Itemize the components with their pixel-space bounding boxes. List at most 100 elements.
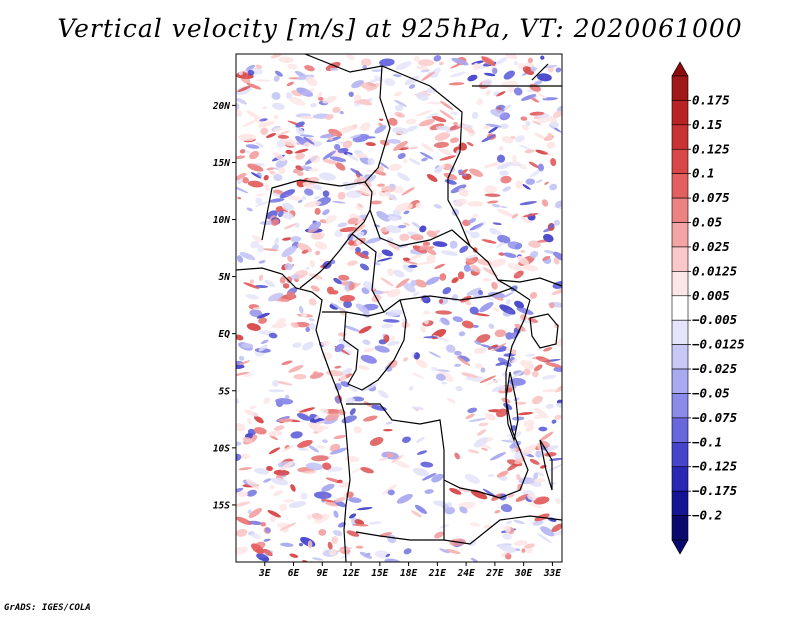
colorbar-label: −0.075: [692, 410, 738, 425]
field-cell: [379, 118, 384, 121]
lon-tick-label: 12E: [342, 568, 359, 579]
field-cell: [476, 98, 484, 106]
field-cell: [485, 413, 496, 421]
field-cell: [385, 225, 401, 234]
field-cell: [363, 415, 378, 422]
field-cell: [281, 245, 297, 258]
field-cell: [533, 407, 549, 419]
field-cell: [272, 192, 281, 198]
field-cell: [340, 381, 350, 387]
field-cell: [497, 154, 505, 163]
field-cell: [287, 255, 293, 263]
field-cell: [542, 97, 558, 101]
field-cell: [339, 374, 347, 382]
lat-tick-label: 10N: [213, 215, 230, 226]
field-cell: [315, 250, 321, 256]
field-cell: [332, 200, 346, 204]
colorbar-label: 0.075: [692, 190, 730, 205]
field-cell: [402, 257, 411, 262]
field-cell: [505, 347, 512, 352]
field-cell: [419, 225, 427, 233]
field-cell: [476, 334, 491, 343]
field-cell: [421, 157, 428, 162]
field-cell: [528, 161, 540, 169]
field-cell: [441, 250, 458, 256]
field-cell: [523, 368, 531, 376]
colorbar-segment: [671, 368, 689, 394]
field-cell: [501, 136, 514, 144]
colorbar-label: −0.025: [692, 361, 738, 376]
field-cell: [527, 360, 533, 366]
field-cell: [264, 280, 276, 287]
field-cell: [255, 142, 265, 148]
field-cell: [525, 353, 536, 357]
field-cell: [290, 236, 302, 242]
field-cell: [538, 426, 548, 432]
field-cell: [270, 54, 282, 59]
field-cell: [475, 363, 483, 369]
field-cell: [434, 166, 443, 174]
field-cell: [515, 493, 530, 502]
field-cell: [314, 207, 321, 215]
field-cell: [378, 166, 384, 173]
field-cell: [295, 165, 304, 171]
field-cell: [434, 229, 441, 234]
field-cell: [308, 323, 316, 331]
field-cell: [385, 365, 393, 372]
field-cell: [500, 123, 509, 129]
field-cell: [245, 294, 260, 300]
field-cell: [441, 381, 448, 385]
field-cell: [502, 292, 514, 298]
field-cell: [336, 479, 343, 484]
field-cell: [333, 435, 347, 439]
field-cell: [411, 510, 422, 518]
field-cell: [403, 222, 410, 226]
lon-tick-label: 33E: [543, 568, 561, 579]
field-cell: [388, 163, 402, 171]
field-cell: [289, 553, 299, 558]
field-cell: [278, 167, 286, 175]
field-cell: [346, 190, 363, 199]
field-cell: [258, 344, 268, 352]
field-cell: [260, 522, 266, 527]
field-cell: [273, 114, 279, 120]
field-cell: [482, 278, 492, 282]
field-cell: [534, 364, 543, 372]
field-cell: [521, 94, 537, 101]
field-cell: [489, 258, 507, 268]
field-cell: [302, 182, 314, 190]
field-cell: [450, 184, 467, 194]
field-cell: [357, 365, 370, 371]
field-cell: [311, 455, 329, 462]
field-cell: [304, 188, 314, 196]
field-cell: [266, 465, 273, 472]
field-cell: [379, 457, 389, 462]
field-cell: [312, 371, 318, 376]
field-cell: [270, 485, 275, 490]
field-cell: [480, 447, 489, 451]
field-cell: [393, 269, 405, 278]
field-cell: [319, 172, 336, 181]
colorbar-segment: [671, 246, 689, 272]
field-cell: [300, 312, 306, 318]
field-cell: [532, 520, 544, 526]
field-cell: [306, 514, 312, 520]
colorbar-segment: [671, 344, 689, 370]
field-cell: [309, 154, 321, 163]
field-cell: [351, 80, 365, 89]
field-cell: [271, 244, 279, 251]
border-red-sea: [531, 63, 549, 81]
grads-credit: GrADS: IGES/COLA: [4, 603, 91, 613]
field-cell: [502, 533, 512, 540]
field-cell: [408, 385, 414, 391]
field-cell: [474, 437, 489, 448]
field-cell: [433, 55, 442, 62]
field-cell: [458, 331, 466, 337]
field-cell: [412, 291, 420, 297]
field-cell: [498, 146, 504, 152]
field-cell: [421, 71, 435, 81]
lon-tick-label: 6E: [288, 568, 300, 579]
field-cell: [499, 304, 516, 315]
field-cell: [296, 171, 304, 177]
field-cell: [454, 452, 460, 460]
